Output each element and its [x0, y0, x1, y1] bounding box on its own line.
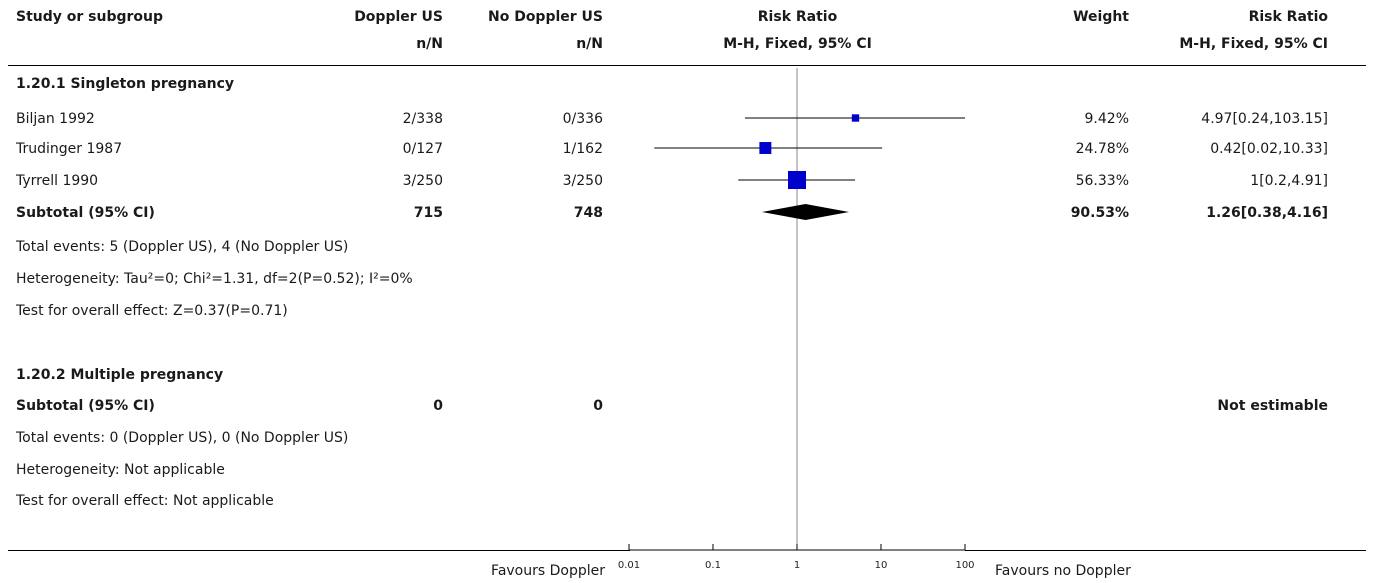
study-marker: [759, 142, 772, 154]
overall-effect: Test for overall effect: Not applicable: [16, 493, 274, 509]
study-name: Trudinger 1987: [16, 141, 123, 157]
study-ci: 1[0.2,4.91]: [1250, 173, 1328, 189]
header-rule: [8, 65, 1366, 66]
footer-rule-right: [965, 550, 1366, 551]
study-marker: [788, 171, 806, 189]
total-events: Total events: 0 (Doppler US), 0 (No Dopp…: [16, 430, 349, 446]
header-study: Study or subgroup: [16, 9, 164, 25]
study-weight: 56.33%: [1075, 173, 1129, 189]
study-exp: 2/338: [402, 111, 443, 127]
study-marker: [851, 114, 860, 122]
subtotal-ci: 1.26[0.38,4.16]: [1206, 205, 1328, 221]
heterogeneity: Heterogeneity: Not applicable: [16, 462, 225, 478]
subtotal-exp: 0: [433, 398, 443, 414]
study-exp: 3/250: [402, 173, 443, 189]
subtotal-ctl: 748: [573, 205, 603, 221]
heterogeneity: Heterogeneity: Tau²=0; Chi²=1.31, df=2(P…: [16, 271, 413, 287]
header-risk-ratio-2-sub: M-H, Fixed, 95% CI: [1179, 36, 1328, 52]
subtotal-label: Subtotal (95% CI): [16, 205, 155, 221]
group-title: 1.20.2 Multiple pregnancy: [16, 367, 224, 383]
subtotal-ctl: 0: [593, 398, 603, 414]
subtotal-label: Subtotal (95% CI): [16, 398, 155, 414]
study-name: Biljan 1992: [16, 111, 95, 127]
group-title: 1.20.1 Singleton pregnancy: [16, 76, 235, 92]
study-name: Tyrrell 1990: [16, 173, 99, 189]
header-ctl-sub: n/N: [576, 36, 603, 52]
total-events: Total events: 5 (Doppler US), 4 (No Dopp…: [16, 239, 349, 255]
favours-left-label: Favours Doppler: [491, 563, 605, 579]
subtotal-ci: Not estimable: [1217, 398, 1328, 414]
x-tick-label: 0.1: [705, 560, 721, 571]
study-ctl: 0/336: [562, 111, 603, 127]
study-weight: 9.42%: [1084, 111, 1129, 127]
study-ctl: 3/250: [562, 173, 603, 189]
x-tick-label: 10: [875, 560, 888, 571]
header-weight: Weight: [1073, 9, 1129, 25]
header-exp-sub: n/N: [416, 36, 443, 52]
header-risk-ratio: Risk Ratio: [757, 9, 838, 25]
footer-rule-left: [8, 550, 630, 551]
subtotal-exp: 715: [413, 205, 443, 221]
header-risk-ratio-sub: M-H, Fixed, 95% CI: [723, 36, 872, 52]
study-weight: 24.78%: [1075, 141, 1129, 157]
x-tick-label: 0.01: [618, 560, 640, 571]
study-exp: 0/127: [402, 141, 443, 157]
study-ci: 4.97[0.24,103.15]: [1201, 111, 1328, 127]
x-tick-label: 1: [794, 560, 800, 571]
study-ci: 0.42[0.02,10.33]: [1210, 141, 1328, 157]
header-exp: Doppler US: [354, 9, 443, 25]
header-risk-ratio-2: Risk Ratio: [1248, 9, 1328, 25]
header-ctl: No Doppler US: [487, 9, 603, 25]
overall-effect: Test for overall effect: Z=0.37(P=0.71): [16, 303, 288, 319]
subtotal-diamond: [761, 204, 850, 220]
subtotal-weight: 90.53%: [1070, 205, 1129, 221]
study-ctl: 1/162: [562, 141, 603, 157]
x-tick-label: 100: [955, 560, 974, 571]
favours-right-label: Favours no Doppler: [995, 563, 1131, 579]
